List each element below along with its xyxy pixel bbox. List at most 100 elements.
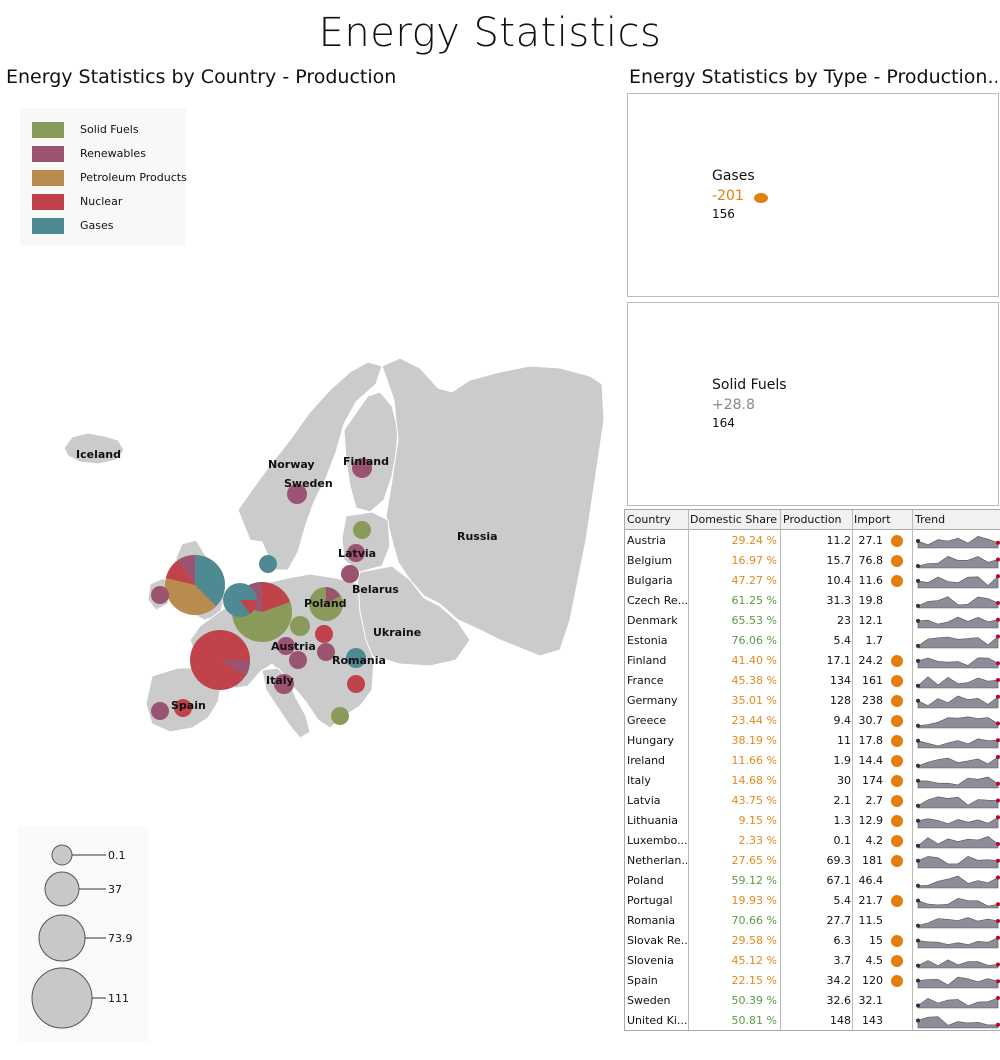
table-row[interactable]: United Ki... 50.81 % 148 143: [625, 1010, 1000, 1030]
legend-label: Renewables: [80, 147, 146, 160]
pie-netherlands[interactable]: [223, 583, 258, 617]
pie-latvia[interactable]: [347, 544, 365, 562]
table-row[interactable]: Hungary 38.19 % 11 17.8: [625, 730, 1000, 750]
table-row[interactable]: Ireland 11.66 % 1.9 14.4: [625, 750, 1000, 770]
table-row[interactable]: Romania 70.66 % 27.7 11.5: [625, 910, 1000, 930]
kpi-card-solid-fuels[interactable]: Solid Fuels +28.8 164: [627, 302, 999, 506]
table-row[interactable]: Spain 22.15 % 34.2 120: [625, 970, 1000, 990]
table-row[interactable]: Sweden 50.39 % 32.6 32.1: [625, 990, 1000, 1010]
country-iceland[interactable]: [63, 432, 125, 465]
pie-slovakia[interactable]: [315, 625, 333, 643]
pie-portugal[interactable]: [151, 702, 169, 720]
col-header-import[interactable]: Import: [854, 513, 891, 526]
legend-swatch: [32, 170, 64, 186]
cell-domestic-share: 29.24 %: [731, 534, 777, 547]
table-row[interactable]: Germany 35.01 % 128 238: [625, 690, 1000, 710]
table-row[interactable]: Denmark 65.53 % 23 12.1: [625, 610, 1000, 630]
table-row[interactable]: Belgium 16.97 % 15.7 76.8: [625, 550, 1000, 570]
pie-ireland[interactable]: [151, 586, 169, 604]
cell-production: 30: [837, 774, 851, 787]
import-indicator-dot: [891, 715, 903, 727]
pie-denmark[interactable]: [259, 555, 277, 573]
cell-import: 174: [862, 774, 883, 787]
table-row[interactable]: Czech Re... 61.25 % 31.3 19.8: [625, 590, 1000, 610]
pie-uk[interactable]: [165, 554, 225, 615]
cell-production: 3.7: [833, 954, 852, 967]
pie-poland[interactable]: [309, 587, 343, 621]
table-row[interactable]: Finland 41.40 % 17.1 24.2: [625, 650, 1000, 670]
cell-import: 11.6: [858, 574, 884, 587]
table-row[interactable]: Slovenia 45.12 % 3.7 4.5: [625, 950, 1000, 970]
table-row[interactable]: Lithuania 9.15 % 1.3 12.9: [625, 810, 1000, 830]
pie-czech[interactable]: [290, 616, 310, 636]
table-row[interactable]: Italy 14.68 % 30 174: [625, 770, 1000, 790]
country-baltics[interactable]: [341, 511, 391, 573]
cell-domestic-share: 45.38 %: [731, 674, 777, 687]
trend-sparkline: [916, 1016, 1000, 1029]
kpi-name: Gases: [712, 168, 755, 184]
col-header-domestic-share[interactable]: Domestic Share: [690, 513, 778, 526]
size-circle-small: [51, 844, 73, 866]
cell-production: 148: [830, 1014, 851, 1027]
cell-domestic-share: 14.68 %: [731, 774, 777, 787]
trend-sparkline: [916, 657, 1000, 669]
table-row[interactable]: Latvia 43.75 % 2.1 2.7: [625, 790, 1000, 810]
pie-sweden[interactable]: [287, 484, 307, 504]
import-indicator-dot: [891, 735, 903, 747]
table-row[interactable]: Netherlan... 27.65 % 69.3 181: [625, 850, 1000, 870]
table-row[interactable]: Portugal 19.93 % 5.4 21.7: [625, 890, 1000, 910]
kpi-card-gases[interactable]: Gases -201 156: [627, 93, 999, 297]
import-indicator-dot: [891, 535, 903, 547]
pie-estonia[interactable]: [353, 521, 371, 539]
import-indicator-dot: [891, 795, 903, 807]
cell-domestic-share: 2.33 %: [738, 834, 777, 847]
trend-sparkline: [916, 815, 1000, 829]
pie-bulgaria[interactable]: [347, 675, 365, 693]
cell-domestic-share: 35.01 %: [731, 694, 777, 707]
pie-hungary[interactable]: [317, 643, 335, 661]
country-russia[interactable]: [381, 357, 605, 657]
cell-production: 11.2: [826, 534, 852, 547]
pie-romania[interactable]: [346, 648, 366, 668]
cell-country: Austria: [627, 534, 666, 547]
cell-production: 10.4: [826, 574, 852, 587]
trend-sparkline: [916, 694, 1000, 709]
col-header-production[interactable]: Production: [783, 513, 842, 526]
pie-italy[interactable]: [274, 674, 294, 694]
import-indicator-dot: [891, 855, 903, 867]
table-row[interactable]: Greece 23.44 % 9.4 30.7: [625, 710, 1000, 730]
cell-import: 11.5: [858, 914, 884, 927]
pie-spain[interactable]: [174, 699, 192, 717]
cell-production: 27.7: [826, 914, 852, 927]
map-panel-title: Energy Statistics by Country - Productio…: [6, 66, 397, 88]
table-row[interactable]: Poland 59.12 % 67.1 46.4: [625, 870, 1000, 890]
cell-country: Belgium: [627, 554, 673, 567]
col-header-country[interactable]: Country: [627, 513, 671, 526]
col-header-trend[interactable]: Trend: [915, 513, 946, 526]
cell-country: Poland: [627, 874, 664, 887]
size-label: 37: [108, 883, 122, 896]
cell-domestic-share: 23.44 %: [731, 714, 777, 727]
pie-greece[interactable]: [331, 707, 349, 725]
table-row[interactable]: Austria 29.24 % 11.2 27.1: [625, 530, 1000, 550]
table-row[interactable]: France 45.38 % 134 161: [625, 670, 1000, 690]
cell-country: Slovenia: [627, 954, 674, 967]
country-grid[interactable]: Country Domestic Share Production Import…: [624, 509, 1000, 1031]
cell-production: 0.1: [833, 834, 852, 847]
table-row[interactable]: Slovak Re... 29.58 % 6.3 15: [625, 930, 1000, 950]
table-row[interactable]: Bulgaria 47.27 % 10.4 11.6: [625, 570, 1000, 590]
trend-sparkline: [916, 976, 1000, 989]
cell-production: 6.3: [833, 934, 852, 947]
pie-slovenia[interactable]: [289, 651, 307, 669]
pie-lithuania[interactable]: [341, 565, 359, 583]
table-row[interactable]: Luxembo... 2.33 % 0.1 4.2: [625, 830, 1000, 850]
europe-map[interactable]: Iceland Norway Sweden Finland Russia Lat…: [0, 330, 620, 750]
table-row[interactable]: Estonia 76.06 % 5.4 1.7: [625, 630, 1000, 650]
trend-sparkline: [916, 917, 1000, 929]
cell-production: 23: [837, 614, 851, 627]
cell-import: 238: [862, 694, 883, 707]
pie-austria[interactable]: [277, 637, 295, 655]
size-circle-xlarge: [31, 967, 93, 1029]
pie-finland[interactable]: [352, 458, 372, 478]
pie-france[interactable]: [190, 630, 251, 690]
